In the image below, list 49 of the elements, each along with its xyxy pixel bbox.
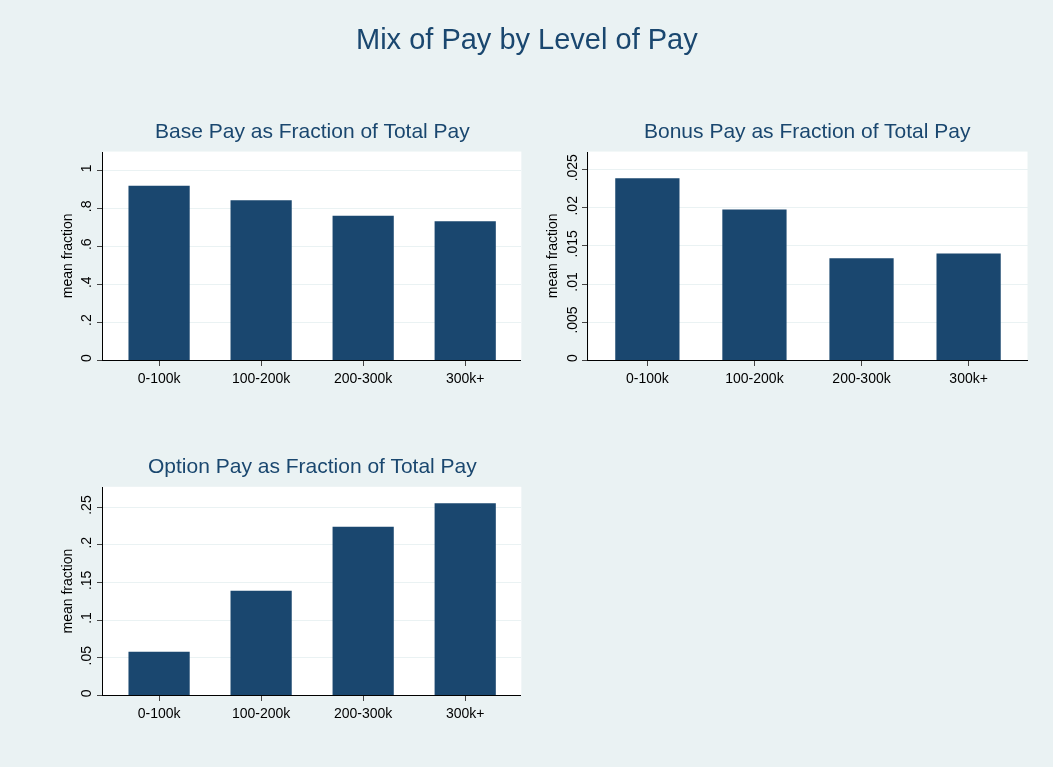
bar bbox=[230, 200, 292, 361]
bar bbox=[128, 185, 190, 361]
x-tick-label: 0-100k bbox=[625, 369, 670, 386]
y-tick-label: 0 bbox=[78, 353, 95, 362]
x-tick-label: 100-200k bbox=[231, 369, 292, 386]
y-tick-label: .02 bbox=[563, 195, 580, 216]
chart-title: Option Pay as Fraction of Total Pay bbox=[148, 454, 478, 477]
y-tick-label: .015 bbox=[563, 230, 580, 258]
y-tick-label: .15 bbox=[78, 570, 95, 591]
y-tick-label: .2 bbox=[78, 536, 95, 549]
y-tick-label: .2 bbox=[78, 314, 95, 326]
x-tick-label: 0-100k bbox=[137, 705, 182, 722]
y-axis-title: mean fraction bbox=[544, 213, 561, 299]
y-tick-label: .8 bbox=[78, 200, 95, 213]
bar bbox=[615, 178, 680, 361]
text: Mix of Pay by Level of Pay bbox=[356, 23, 699, 55]
x-tick-label: 0-100k bbox=[137, 369, 182, 386]
x-tick-label: 300k+ bbox=[445, 369, 485, 386]
x-tick-label: 200-300k bbox=[333, 705, 394, 722]
bar bbox=[128, 651, 190, 696]
y-tick-label: .005 bbox=[563, 306, 580, 334]
y-tick-label: 1 bbox=[78, 164, 95, 173]
bar bbox=[230, 590, 292, 696]
bar bbox=[332, 526, 394, 696]
bar bbox=[829, 258, 894, 361]
y-tick-label: .1 bbox=[78, 611, 95, 624]
y-tick-label: .6 bbox=[78, 238, 95, 251]
x-tick-label: 100-200k bbox=[231, 705, 292, 722]
y-tick-label: .4 bbox=[78, 276, 95, 289]
bar bbox=[332, 215, 394, 361]
x-tick-label: 300k+ bbox=[445, 705, 485, 722]
x-tick-label: 200-300k bbox=[832, 369, 892, 386]
x-tick-label: 100-200k bbox=[725, 369, 785, 386]
bar bbox=[722, 209, 787, 361]
y-axis-title: mean fraction bbox=[58, 548, 75, 634]
x-tick-label: 300k+ bbox=[949, 369, 988, 386]
y-tick-label: .01 bbox=[563, 271, 580, 292]
bar bbox=[434, 503, 496, 696]
x-tick-label: 200-300k bbox=[333, 369, 394, 386]
y-tick-label: .025 bbox=[563, 153, 580, 182]
y-tick-label: .25 bbox=[78, 495, 95, 515]
chart-title: Bonus Pay as Fraction of Total Pay bbox=[644, 119, 971, 142]
y-tick-label: 0 bbox=[78, 689, 95, 698]
y-axis-title: mean fraction bbox=[58, 213, 75, 299]
bar bbox=[434, 221, 496, 361]
bar bbox=[936, 253, 1001, 361]
chart-title: Base Pay as Fraction of Total Pay bbox=[155, 119, 471, 142]
y-tick-label: .05 bbox=[78, 645, 95, 666]
y-tick-label: 0 bbox=[563, 353, 580, 362]
